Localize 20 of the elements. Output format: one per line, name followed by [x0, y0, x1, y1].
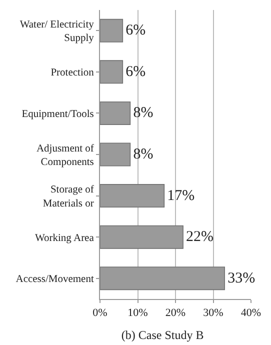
x-tick-label: 30% — [203, 307, 224, 320]
data-label: 8% — [133, 146, 154, 162]
data-label: 22% — [186, 229, 214, 246]
x-tick-label: 10% — [128, 307, 148, 320]
y-tick-label: Working Area — [34, 232, 94, 244]
text: (b) Case Study B — [121, 328, 204, 342]
y-tick-label: Water/ Electricity Supply — [20, 19, 95, 44]
data-label: 33% — [228, 270, 256, 286]
y-tick-label: Protection — [50, 68, 95, 79]
y-tick-label: Equipment/Tools — [22, 108, 94, 120]
y-tick-label: Adjusment of Components — [36, 143, 94, 168]
y-tick-label: Storage of Materials or — [42, 184, 94, 210]
data-label: 6% — [126, 64, 146, 80]
x-tick-label: 40% — [240, 307, 262, 320]
data-label: 17% — [167, 188, 195, 204]
x-tick-label: 0% — [92, 307, 108, 320]
data-label: 6% — [126, 22, 146, 39]
y-tick-label: Access/Movement — [16, 274, 94, 286]
x-tick-label: 20% — [165, 307, 186, 320]
data-label: 8% — [133, 105, 154, 122]
